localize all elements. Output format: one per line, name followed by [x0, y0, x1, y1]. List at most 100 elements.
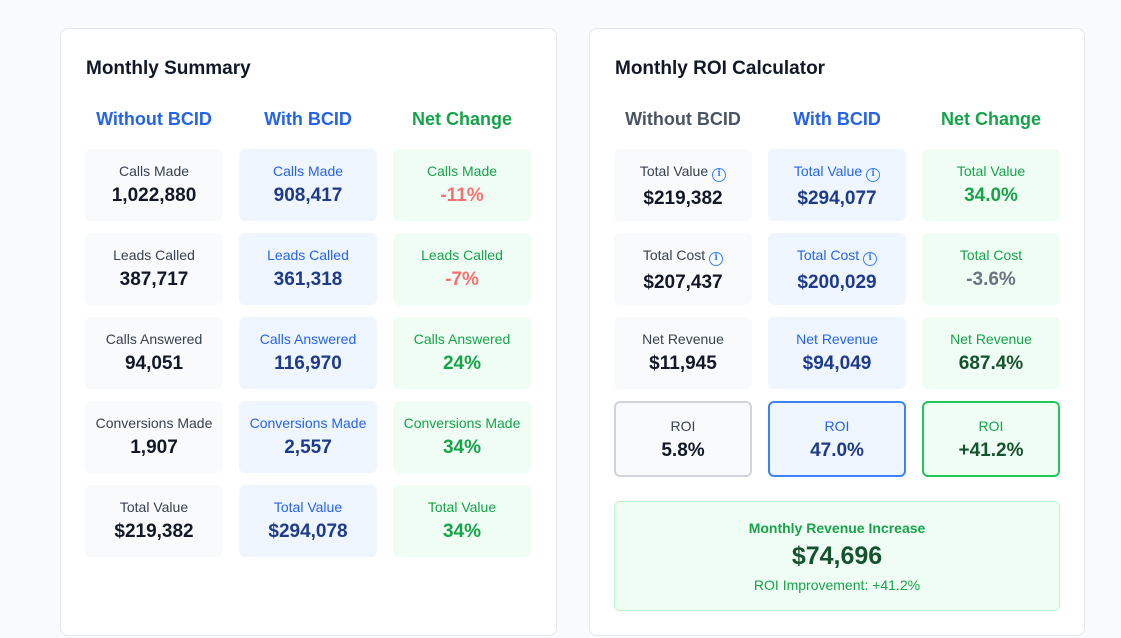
- total-value-without-card: Total Value $219,382: [85, 485, 223, 557]
- metric-change-value: 34%: [442, 437, 482, 458]
- metric-value: $207,437: [643, 272, 723, 293]
- metric-label: Conversions Made: [95, 415, 213, 431]
- metric-change-value: -7%: [445, 269, 479, 290]
- conversions-made-with-card: Conversions Made 2,557: [239, 401, 377, 473]
- metric-change-value: -11%: [440, 185, 484, 206]
- roi-total-cost-without-card: Total Cost i $207,437: [614, 233, 752, 305]
- metric-label: Calls Answered: [413, 331, 511, 347]
- metric-label: Net Revenue: [950, 331, 1032, 347]
- metric-label: Leads Called: [113, 247, 195, 263]
- roi-total-value-with-card: Total Value i $294,077: [768, 149, 906, 221]
- calls-answered-with-card: Calls Answered 116,970: [239, 317, 377, 389]
- roi-label: ROI: [824, 418, 850, 434]
- column-header-with-bcid: With BCID: [793, 109, 881, 129]
- metric-label: Total Value: [956, 163, 1026, 179]
- metric-label: Total Value: [119, 499, 189, 515]
- metric-label: Calls Made: [426, 163, 498, 179]
- column-header-net-change: Net Change: [411, 109, 512, 129]
- metric-label: Calls Made: [118, 163, 190, 179]
- info-icon[interactable]: i: [709, 252, 724, 266]
- roi-net-revenue-without-card: Net Revenue $11,945: [614, 317, 752, 389]
- calls-made-with-card: Calls Made 908,417: [239, 149, 377, 221]
- calls-answered-without-card: Calls Answered 94,051: [85, 317, 223, 389]
- roi-total-cost-with-card: Total Cost i $200,029: [768, 233, 906, 305]
- metric-label: Conversions Made: [249, 415, 367, 431]
- metric-change-value: 687.4%: [958, 353, 1024, 374]
- info-icon[interactable]: i: [712, 168, 727, 182]
- roi-net-revenue-net-card: Net Revenue 687.4%: [922, 317, 1060, 389]
- conversions-made-without-card: Conversions Made 1,907: [85, 401, 223, 473]
- metric-value: 361,318: [273, 269, 343, 290]
- roi-label: ROI: [670, 418, 696, 434]
- leads-called-net-card: Leads Called -7%: [393, 233, 531, 305]
- column-header-without-bcid: Without BCID: [96, 109, 212, 129]
- metric-value: $11,945: [649, 353, 717, 374]
- roi-net-revenue-with-card: Net Revenue $94,049: [768, 317, 906, 389]
- metric-label: Total Value: [427, 499, 497, 515]
- revenue-increase-value: $74,696: [791, 542, 883, 570]
- metric-label: Leads Called: [267, 247, 349, 263]
- metric-label: Total Value: [793, 163, 863, 179]
- column-header-net-change: Net Change: [940, 109, 1041, 129]
- metric-value: 94,051: [124, 353, 184, 374]
- leads-called-with-card: Leads Called 361,318: [239, 233, 377, 305]
- metric-label-with-info: Total Cost i: [768, 247, 906, 266]
- metric-label: Calls Answered: [259, 331, 357, 347]
- monthly-summary-panel: Monthly Summary Without BCID With BCID N…: [60, 28, 557, 636]
- roi-calculator-panel: Monthly ROI Calculator Without BCID With…: [589, 28, 1085, 636]
- metric-label: Leads Called: [421, 247, 503, 263]
- info-icon[interactable]: i: [863, 252, 878, 266]
- roi-change-value: +41.2%: [958, 440, 1024, 461]
- metric-value: 908,417: [273, 185, 343, 206]
- calls-answered-net-card: Calls Answered 24%: [393, 317, 531, 389]
- metric-value: $219,382: [643, 188, 723, 209]
- metric-label: Calls Answered: [105, 331, 203, 347]
- metric-value: $219,382: [114, 521, 194, 542]
- metric-value: $200,029: [797, 272, 877, 293]
- column-header-without-bcid: Without BCID: [625, 109, 741, 129]
- metric-label-with-info: Total Value i: [614, 163, 752, 182]
- metric-label: Total Cost: [642, 247, 706, 263]
- revenue-increase-summary: Monthly Revenue Increase $74,696 ROI Imp…: [614, 501, 1060, 611]
- column-header-with-bcid: With BCID: [264, 109, 352, 129]
- metric-label: Conversions Made: [403, 415, 521, 431]
- roi-net-card: ROI +41.2%: [922, 401, 1060, 477]
- roi-without-card: ROI 5.8%: [614, 401, 752, 477]
- metric-value: 2,557: [284, 437, 332, 458]
- metric-label-with-info: Total Cost i: [614, 247, 752, 266]
- metric-value: 387,717: [119, 269, 189, 290]
- roi-improvement-text: ROI Improvement: +41.2%: [753, 577, 921, 593]
- roi-with-card: ROI 47.0%: [768, 401, 906, 477]
- calls-made-without-card: Calls Made 1,022,880: [85, 149, 223, 221]
- metric-label: Total Value: [639, 163, 709, 179]
- metric-value: $294,078: [268, 521, 348, 542]
- info-icon[interactable]: i: [866, 168, 881, 182]
- metric-label-with-info: Total Value i: [768, 163, 906, 182]
- revenue-increase-label: Monthly Revenue Increase: [748, 520, 926, 536]
- metric-value: 116,970: [274, 353, 342, 374]
- total-value-with-card: Total Value $294,078: [239, 485, 377, 557]
- roi-total-value-net-card: Total Value 34.0%: [922, 149, 1060, 221]
- leads-called-without-card: Leads Called 387,717: [85, 233, 223, 305]
- metric-value: 1,022,880: [111, 185, 197, 206]
- total-value-net-card: Total Value 34%: [393, 485, 531, 557]
- metric-value: $294,077: [797, 188, 877, 209]
- metric-label: Calls Made: [272, 163, 344, 179]
- monthly-summary-title: Monthly Summary: [86, 58, 251, 79]
- metric-value: $94,049: [802, 353, 872, 374]
- metric-change-value: 24%: [442, 353, 482, 374]
- metric-change-value: 34%: [442, 521, 482, 542]
- metric-label: Total Value: [273, 499, 343, 515]
- metric-label: Net Revenue: [642, 331, 724, 347]
- roi-total-value-without-card: Total Value i $219,382: [614, 149, 752, 221]
- metric-label: Total Cost: [959, 247, 1023, 263]
- metric-value: 1,907: [130, 437, 178, 458]
- roi-calculator-title: Monthly ROI Calculator: [615, 58, 826, 79]
- roi-total-cost-net-card: Total Cost -3.6%: [922, 233, 1060, 305]
- metric-label: Total Cost: [796, 247, 860, 263]
- metric-change-value: -3.6%: [966, 269, 1016, 290]
- calls-made-net-card: Calls Made -11%: [393, 149, 531, 221]
- conversions-made-net-card: Conversions Made 34%: [393, 401, 531, 473]
- roi-value: 5.8%: [661, 440, 705, 461]
- metric-change-value: 34.0%: [964, 185, 1018, 206]
